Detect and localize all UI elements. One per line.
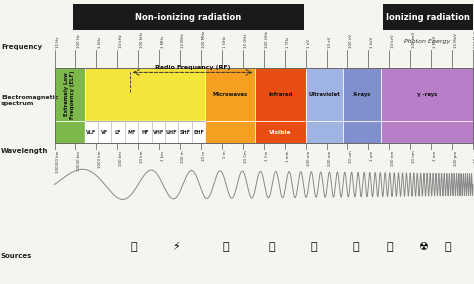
- Text: 1 Cm: 1 Cm: [265, 151, 269, 161]
- Bar: [383, 4, 473, 30]
- Text: 10 m: 10 m: [202, 151, 206, 161]
- Text: 10000 km: 10000 km: [77, 151, 81, 170]
- Text: HF: HF: [141, 130, 149, 135]
- Text: 📺: 📺: [269, 242, 275, 252]
- Text: 1 um: 1 um: [370, 151, 374, 161]
- Bar: [381, 121, 473, 143]
- Text: VHF: VHF: [153, 130, 164, 135]
- Bar: [343, 68, 381, 121]
- Bar: [85, 68, 205, 121]
- Text: 10 MeV: 10 MeV: [454, 34, 457, 48]
- Text: 10 eV: 10 eV: [328, 37, 332, 48]
- Text: Radio Frequency (RF): Radio Frequency (RF): [155, 64, 230, 70]
- Text: γ -rays: γ -rays: [417, 92, 437, 97]
- Text: 10 um: 10 um: [349, 151, 353, 163]
- Bar: [255, 68, 306, 121]
- Text: MF: MF: [128, 130, 136, 135]
- Text: 📡: 📡: [310, 242, 317, 252]
- Text: 1 eV: 1 eV: [307, 39, 311, 48]
- Text: 10 GHz: 10 GHz: [244, 34, 248, 48]
- Text: 1 kHz: 1 kHz: [98, 37, 102, 48]
- Text: X-rays: X-rays: [353, 92, 371, 97]
- Text: EHF: EHF: [193, 130, 204, 135]
- Bar: [306, 121, 343, 143]
- Text: 100 km: 100 km: [118, 151, 123, 166]
- Text: 100 um: 100 um: [328, 151, 332, 166]
- Text: 100 pm: 100 pm: [454, 151, 457, 166]
- Text: Visible: Visible: [269, 130, 292, 135]
- Text: 100 MHz: 100 MHz: [202, 31, 206, 48]
- Text: 🧠: 🧠: [445, 242, 451, 252]
- Text: UHF: UHF: [166, 130, 177, 135]
- Text: 1 THz: 1 THz: [286, 37, 290, 48]
- Text: LF: LF: [115, 130, 121, 135]
- Bar: [306, 68, 343, 121]
- Text: 1 MeV: 1 MeV: [433, 36, 437, 48]
- Text: ☢: ☢: [418, 242, 428, 252]
- Text: 10 MHz: 10 MHz: [182, 34, 185, 48]
- Bar: [55, 68, 473, 143]
- Text: 📻: 📻: [223, 242, 229, 252]
- Bar: [381, 68, 473, 121]
- Text: Non-ionizing radiation: Non-ionizing radiation: [135, 12, 242, 22]
- Text: 100 m: 100 m: [182, 151, 185, 163]
- Text: 100000 km: 100000 km: [56, 151, 60, 173]
- Text: VF: VF: [101, 130, 108, 135]
- Text: 🌈: 🌈: [386, 242, 392, 252]
- Text: Sources: Sources: [1, 252, 32, 259]
- Text: 1 GHz: 1 GHz: [223, 36, 228, 48]
- Text: 1 km: 1 km: [161, 151, 164, 160]
- Bar: [55, 121, 85, 143]
- Text: Electromagnetic
spectrum: Electromagnetic spectrum: [1, 95, 58, 106]
- Text: Ionizing radiation: Ionizing radiation: [386, 12, 470, 22]
- Text: 10 kHz: 10 kHz: [118, 35, 123, 48]
- Text: 1 mm: 1 mm: [286, 151, 290, 162]
- Text: Wavelength: Wavelength: [1, 148, 48, 154]
- Text: 1000 km: 1000 km: [98, 151, 102, 168]
- Text: 100 nm: 100 nm: [391, 151, 395, 166]
- Bar: [205, 121, 255, 143]
- Bar: [343, 121, 381, 143]
- Text: 1 MHz: 1 MHz: [161, 36, 164, 48]
- Text: 100 eV: 100 eV: [349, 34, 353, 48]
- Bar: [205, 68, 255, 121]
- Text: 10 Cm: 10 Cm: [244, 151, 248, 163]
- Text: Frequency: Frequency: [1, 44, 42, 50]
- Text: 100 kHz: 100 kHz: [140, 32, 144, 48]
- Text: 1 nm: 1 nm: [433, 151, 437, 161]
- Text: 1 keV: 1 keV: [370, 37, 374, 48]
- Text: Infrared: Infrared: [268, 92, 293, 97]
- Text: ⚡: ⚡: [172, 242, 180, 252]
- Bar: [85, 121, 205, 143]
- Text: 1 m: 1 m: [223, 151, 228, 158]
- Text: ⬛: ⬛: [131, 242, 137, 252]
- Text: Microwaves: Microwaves: [213, 92, 248, 97]
- Bar: [73, 4, 303, 30]
- Text: Extremely Low
Frequency (ELF): Extremely Low Frequency (ELF): [64, 70, 75, 119]
- Text: 100 Hz: 100 Hz: [77, 34, 81, 48]
- Text: 100 GHz: 100 GHz: [265, 31, 269, 48]
- Text: 10 keV: 10 keV: [391, 35, 395, 48]
- Text: SHF: SHF: [180, 130, 191, 135]
- Text: VLF: VLF: [86, 130, 97, 135]
- Text: Ultraviolet: Ultraviolet: [309, 92, 340, 97]
- Bar: [55, 68, 85, 121]
- Text: 100 keV: 100 keV: [412, 32, 416, 48]
- Text: Photon Energy: Photon Energy: [404, 39, 450, 44]
- Text: 10 Hz: 10 Hz: [56, 37, 60, 48]
- Text: 10 nm: 10 nm: [412, 151, 416, 163]
- Bar: [255, 121, 306, 143]
- Text: 🛰: 🛰: [353, 242, 359, 252]
- Text: 10 km: 10 km: [140, 151, 144, 163]
- Text: 100 um: 100 um: [307, 151, 311, 166]
